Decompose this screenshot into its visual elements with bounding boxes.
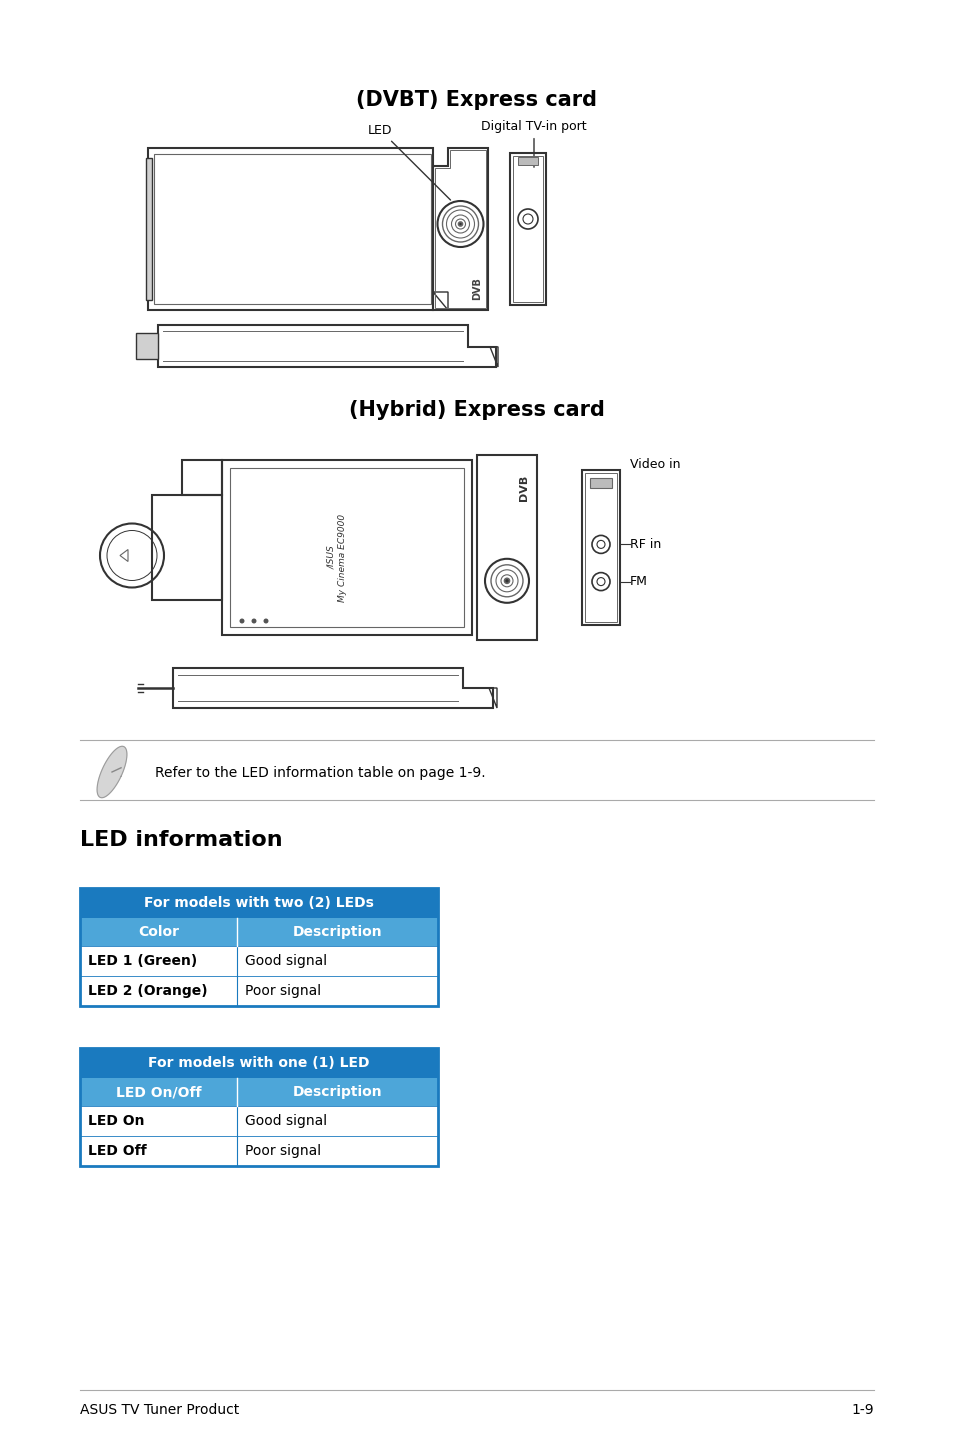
- Text: 1-9: 1-9: [850, 1403, 873, 1416]
- Bar: [80, 1048, 437, 1166]
- Text: DVB: DVB: [472, 278, 481, 301]
- Text: Color: Color: [138, 925, 179, 939]
- Text: For models with two (2) LEDs: For models with two (2) LEDs: [144, 896, 374, 910]
- Text: Good signal: Good signal: [245, 953, 327, 968]
- Text: Description: Description: [293, 925, 382, 939]
- Circle shape: [263, 618, 268, 624]
- Bar: [80, 917, 437, 946]
- Polygon shape: [97, 746, 127, 798]
- Circle shape: [458, 221, 462, 226]
- Text: LED On/Off: LED On/Off: [115, 1086, 201, 1099]
- Text: FM: FM: [629, 575, 647, 588]
- Polygon shape: [136, 334, 158, 360]
- Circle shape: [504, 578, 509, 584]
- Text: ASUS TV Tuner Product: ASUS TV Tuner Product: [80, 1403, 239, 1416]
- Text: Poor signal: Poor signal: [245, 1145, 321, 1158]
- Text: LED information: LED information: [80, 830, 282, 850]
- Text: LED 2 (Orange): LED 2 (Orange): [88, 984, 208, 998]
- Text: Good signal: Good signal: [245, 1114, 327, 1127]
- Text: /ISUS
My Cinema EC9000: /ISUS My Cinema EC9000: [327, 513, 346, 601]
- Bar: [80, 976, 437, 1007]
- Bar: [80, 889, 437, 917]
- Bar: [589, 477, 612, 487]
- Text: Digital TV-in port: Digital TV-in port: [480, 119, 586, 167]
- Text: Description: Description: [293, 1086, 382, 1099]
- Bar: [80, 1106, 437, 1136]
- Text: Refer to the LED information table on page 1-9.: Refer to the LED information table on pa…: [154, 766, 485, 779]
- Text: LED On: LED On: [88, 1114, 144, 1127]
- Bar: [517, 157, 537, 165]
- Text: LED Off: LED Off: [88, 1145, 147, 1158]
- Text: DVB: DVB: [518, 475, 529, 502]
- Circle shape: [252, 618, 256, 624]
- Bar: [80, 1078, 437, 1106]
- Circle shape: [239, 618, 244, 624]
- Text: LED 1 (Green): LED 1 (Green): [88, 953, 197, 968]
- Text: (DVBT) Express card: (DVBT) Express card: [356, 91, 597, 109]
- Polygon shape: [146, 158, 152, 301]
- Text: LED: LED: [368, 124, 450, 200]
- Text: RF in: RF in: [629, 538, 660, 551]
- Bar: [80, 946, 437, 976]
- Bar: [80, 1136, 437, 1166]
- Bar: [80, 1048, 437, 1078]
- Bar: [80, 889, 437, 1007]
- Text: Video in: Video in: [629, 459, 679, 472]
- Text: For models with one (1) LED: For models with one (1) LED: [148, 1055, 370, 1070]
- Text: Poor signal: Poor signal: [245, 984, 321, 998]
- Text: (Hybrid) Express card: (Hybrid) Express card: [349, 400, 604, 420]
